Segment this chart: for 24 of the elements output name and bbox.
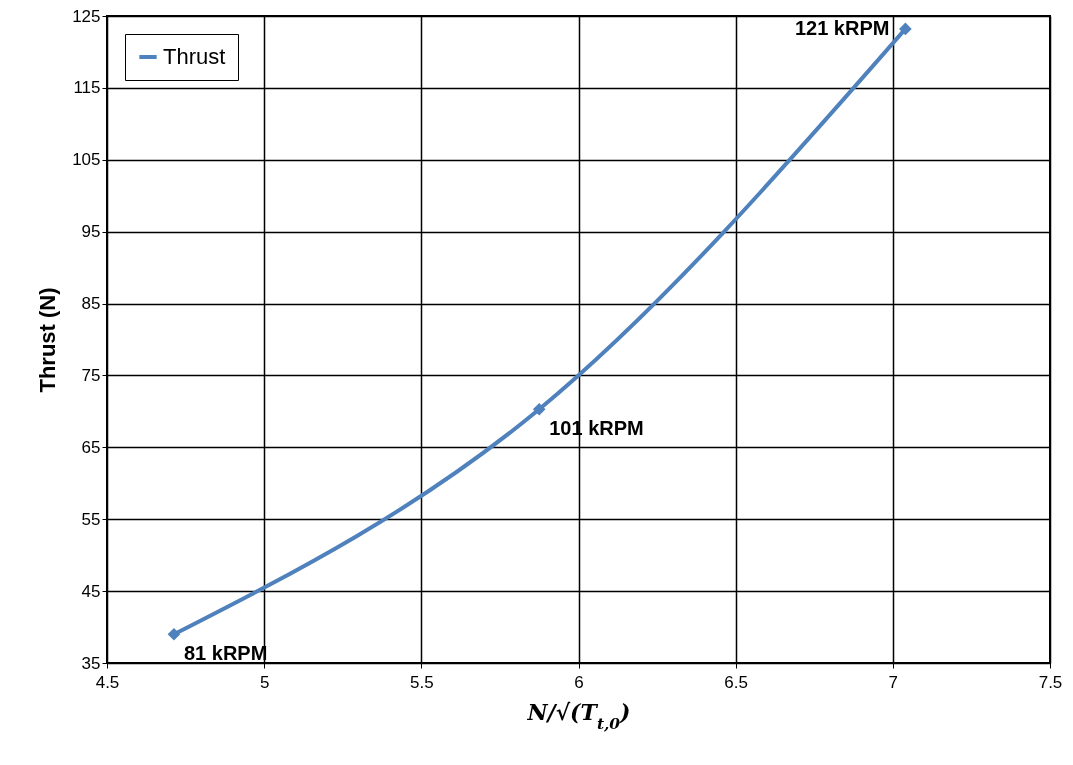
x-tick-label: 6.5 (724, 672, 748, 692)
point (532, 402, 546, 416)
annotation: 121 kRPM (794, 16, 890, 39)
x-axis-title: N/√(T$_{t,0}$) (526, 698, 631, 733)
point (167, 627, 181, 641)
x-tick-label: 6 (574, 672, 584, 692)
y-tick-label: 55 (81, 509, 101, 529)
legend-label: Thrust (163, 44, 226, 69)
x-tick-label: 5.5 (410, 672, 434, 692)
y-axis-title: Thrust (N) (35, 287, 61, 393)
y-tick-label: 85 (81, 294, 101, 314)
y-tick-label: 75 (81, 365, 101, 385)
y-tick-label: 125 (72, 6, 101, 26)
x-tick-label: 7.5 (1038, 672, 1063, 692)
x-tick-label: 5 (259, 672, 270, 692)
y-tick-label: 35 (81, 653, 101, 673)
y-tick-label: 115 (73, 78, 101, 98)
y-tick-label: 45 (81, 581, 101, 601)
x-tick-label: 4.5 (95, 672, 120, 692)
point (899, 22, 912, 36)
y-tick-label: 95 (81, 222, 101, 242)
x-tick-label: 7 (888, 672, 899, 692)
y-tick-label: 65 (81, 437, 101, 457)
y-tick-label: 105 (72, 150, 101, 170)
